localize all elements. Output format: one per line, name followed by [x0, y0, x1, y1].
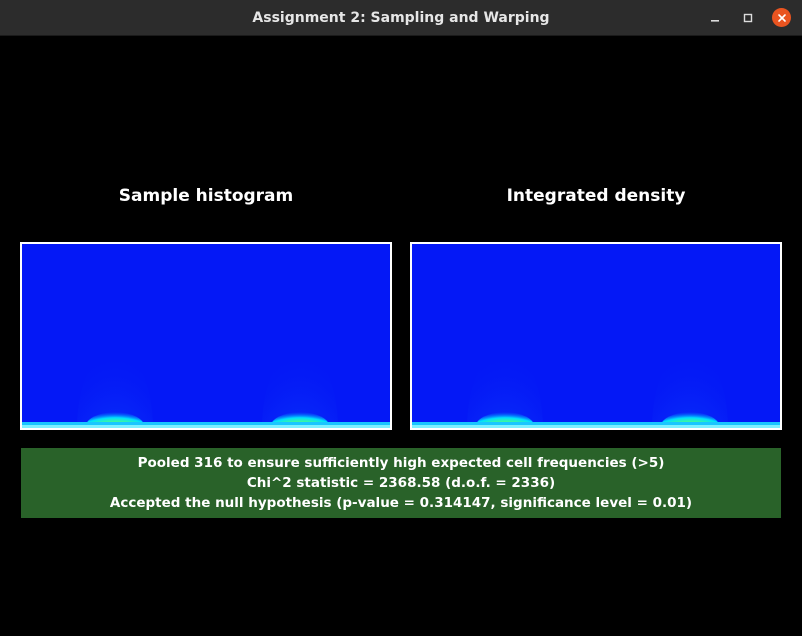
minimize-icon	[711, 20, 719, 22]
title-bar[interactable]: Assignment 2: Sampling and Warping	[0, 0, 802, 36]
maximize-button[interactable]	[738, 8, 758, 28]
close-icon	[777, 13, 786, 22]
chi-square-statistic: Chi^2 statistic = 2368.58 (d.o.f. = 2336…	[246, 475, 556, 491]
close-button[interactable]	[772, 8, 791, 27]
window-title: Assignment 2: Sampling and Warping	[252, 10, 550, 26]
peak-glow-left	[467, 348, 543, 428]
peak-glow-right	[262, 348, 338, 428]
baseline-edge	[22, 425, 390, 428]
integrated-density-heatmap	[412, 348, 780, 428]
baseline-band	[412, 422, 780, 425]
integrated-density-plot	[410, 242, 782, 430]
baseline-edge	[412, 425, 780, 428]
baseline-band	[22, 422, 390, 425]
integrated-density-title: Integrated density	[506, 186, 686, 206]
pooling-message: Pooled 316 to ensure sufficiently high e…	[137, 455, 665, 471]
sample-histogram-title: Sample histogram	[118, 186, 294, 206]
sample-histogram-heatmap	[22, 348, 390, 428]
sample-histogram-plot	[20, 242, 392, 430]
peak-glow-right	[652, 348, 728, 428]
hypothesis-result: Accepted the null hypothesis (p-value = …	[109, 495, 693, 511]
minimize-button[interactable]	[705, 8, 725, 28]
maximize-icon	[743, 13, 753, 23]
test-result-panel: Pooled 316 to ensure sufficiently high e…	[21, 448, 781, 518]
peak-glow-left	[77, 348, 153, 428]
